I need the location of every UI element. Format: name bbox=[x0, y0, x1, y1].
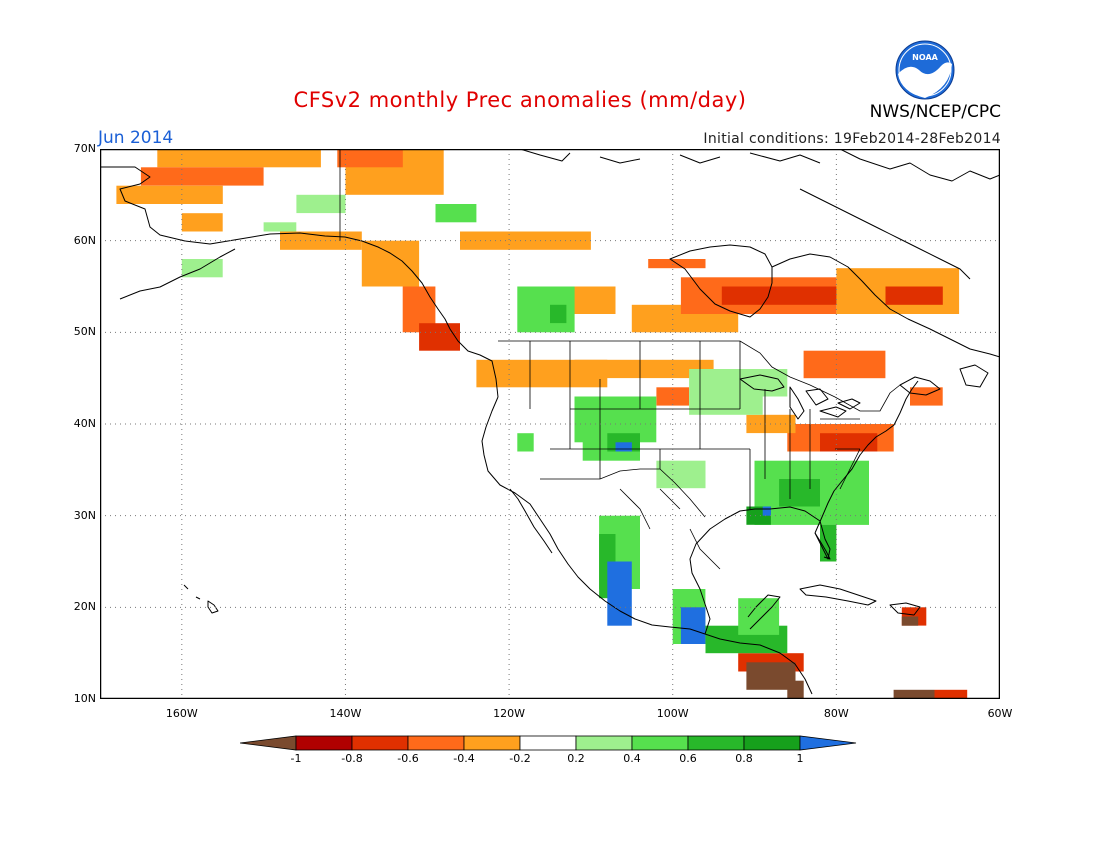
map-frame bbox=[100, 149, 1000, 699]
forecast-month: Jun 2014 bbox=[98, 128, 174, 148]
anomaly-cell bbox=[689, 396, 763, 415]
baffin-coast bbox=[799, 188, 971, 280]
anomaly-cell bbox=[689, 369, 788, 397]
chart-title: CFSv2 monthly Prec anomalies (mm/day) bbox=[293, 88, 747, 112]
colorbar-label: -0.4 bbox=[453, 752, 475, 765]
colorbar-label: -0.2 bbox=[509, 752, 531, 765]
lat-tick-label: 10N bbox=[73, 692, 96, 705]
anomaly-cell bbox=[803, 350, 886, 379]
colorbar-segment bbox=[743, 735, 801, 751]
arctic-coast bbox=[100, 166, 499, 398]
us-state-lines bbox=[529, 341, 861, 509]
colorbar-segment bbox=[463, 735, 521, 751]
anomaly-cell bbox=[550, 304, 567, 324]
colorbar-label: 1 bbox=[796, 752, 804, 765]
anomaly-cell bbox=[140, 167, 264, 186]
lat-tick-label: 60N bbox=[73, 233, 96, 247]
colorbar-low-arrow bbox=[240, 735, 297, 751]
anomaly-cell bbox=[263, 222, 297, 232]
anomaly-cell bbox=[762, 506, 771, 516]
anomaly-cell bbox=[296, 194, 346, 214]
anomaly-cell bbox=[893, 689, 935, 699]
colorbar bbox=[240, 735, 857, 751]
lat-tick-label: 50N bbox=[73, 325, 96, 339]
colorbar-label: 0.2 bbox=[567, 752, 585, 765]
lat-lon-grid bbox=[100, 149, 1000, 699]
anomaly-cell bbox=[656, 387, 690, 406]
anomaly-cell bbox=[181, 213, 223, 232]
arctic-islands bbox=[519, 149, 1000, 182]
cuba bbox=[799, 584, 877, 606]
lon-tick-label: 60W bbox=[987, 707, 1013, 720]
lon-tick-label: 100W bbox=[656, 707, 689, 720]
anomaly-cell bbox=[116, 185, 223, 204]
us-mexico-border bbox=[540, 468, 706, 518]
hawaii bbox=[183, 584, 219, 614]
anomaly-cell bbox=[779, 479, 820, 507]
gulf-coast bbox=[689, 506, 831, 635]
lat-tick-label: 40N bbox=[73, 417, 96, 430]
noaa-logo-text: NOAA bbox=[912, 53, 938, 62]
noaa-logo: NOAA bbox=[895, 40, 955, 100]
agency-label: NWS/NCEP/CPC bbox=[869, 102, 1001, 122]
lat-tick-label: 70N bbox=[73, 142, 96, 155]
colorbar-segment bbox=[407, 735, 465, 751]
anomaly-map bbox=[100, 149, 1000, 699]
nova-scotia bbox=[899, 376, 941, 396]
colorbar-label: 0.8 bbox=[735, 752, 753, 765]
labrador-coast bbox=[771, 253, 1000, 358]
anomaly-cell bbox=[615, 442, 632, 452]
aleutians bbox=[119, 248, 236, 300]
coastlines bbox=[100, 149, 1000, 695]
anomaly-cell bbox=[419, 323, 460, 351]
colorbar-segment bbox=[687, 735, 745, 751]
anomaly-cell bbox=[517, 433, 534, 452]
anomaly-cell bbox=[787, 680, 804, 699]
colorbar-label: -1 bbox=[290, 752, 302, 765]
hispaniola bbox=[889, 602, 921, 616]
great-lakes bbox=[739, 374, 861, 420]
lat-tick-label: 30N bbox=[73, 508, 96, 522]
anomaly-cell bbox=[361, 240, 420, 287]
colorbar-label: -0.8 bbox=[341, 752, 363, 765]
colorbar-label: 0.4 bbox=[623, 752, 641, 765]
lon-tick-label: 80W bbox=[823, 707, 849, 720]
anomaly-cell bbox=[337, 149, 403, 168]
colorbar-segment bbox=[631, 735, 689, 751]
lon-tick-label: 140W bbox=[329, 707, 362, 720]
newfoundland bbox=[959, 364, 989, 388]
colorbar-segment bbox=[295, 735, 353, 751]
anomaly-cell bbox=[656, 460, 706, 489]
anomaly-cell bbox=[574, 359, 714, 379]
anomaly-cells bbox=[116, 149, 968, 699]
anomaly-cell bbox=[607, 561, 632, 626]
anomaly-cell bbox=[435, 204, 477, 223]
florida-peninsula bbox=[814, 532, 831, 560]
colorbar-segment bbox=[575, 735, 633, 751]
mexico-states bbox=[619, 488, 721, 570]
political-borders bbox=[339, 149, 901, 570]
colorbar-high-arrow bbox=[799, 735, 857, 751]
hudson-bay bbox=[669, 244, 773, 318]
central-america bbox=[704, 633, 813, 695]
anomaly-cell bbox=[721, 286, 845, 305]
anomaly-cell bbox=[934, 689, 968, 699]
lon-tick-label: 160W bbox=[165, 707, 198, 720]
anomaly-cell bbox=[885, 286, 943, 305]
baja-coast bbox=[509, 488, 553, 554]
anomaly-cell bbox=[901, 616, 919, 626]
initial-conditions: Initial conditions: 19Feb2014-28Feb2014 bbox=[703, 131, 1001, 147]
anomaly-cell bbox=[820, 433, 878, 452]
us-west-coast bbox=[481, 396, 706, 635]
lat-tick-label: 20N bbox=[73, 600, 96, 614]
colorbar-segment bbox=[351, 735, 409, 751]
us-canada-border bbox=[498, 340, 901, 412]
lon-tick-label: 120W bbox=[493, 707, 526, 720]
colorbar-segment bbox=[519, 735, 577, 751]
east-coast bbox=[814, 380, 919, 534]
colorbar-label: -0.6 bbox=[397, 752, 419, 765]
anomaly-cell bbox=[157, 149, 321, 168]
anomaly-cell bbox=[680, 607, 706, 644]
colorbar-label: 0.6 bbox=[679, 752, 697, 765]
